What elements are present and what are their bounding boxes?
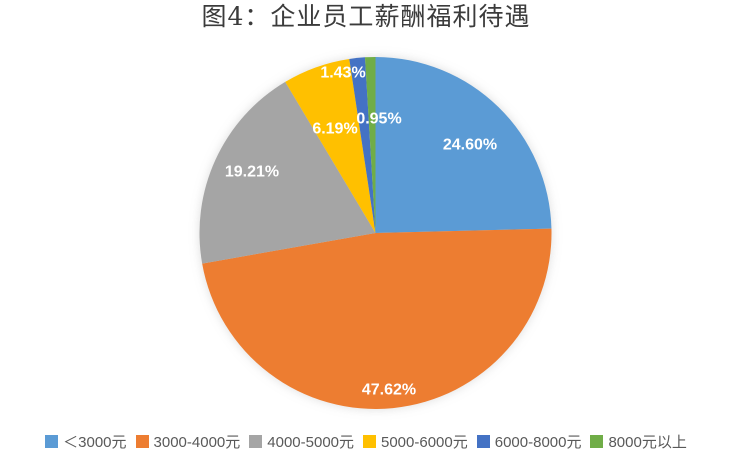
legend: ＜3000元 3000-4000元 4000-5000元 5000-6000元 6000… [0,431,732,452]
pie-slice-6 [365,56,376,234]
pie-slice-3 [199,81,376,264]
pie-slice-5 [349,57,376,234]
legend-label-6: 8000元以上 [608,434,687,451]
legend-swatch-1 [45,435,59,448]
legend-item-1: ＜3000元 [45,431,127,452]
pie-slices-group [199,56,552,409]
legend-label-2: 3000-4000元 [153,434,241,451]
legend-label-4: 5000-6000元 [381,434,468,451]
pie-labels-group: 24.60% 47.62% 19.21% 6.19% 1.43% 0.95% [225,65,497,399]
pie-slice-1 [375,57,552,233]
legend-item-5: 6000-8000元 [476,431,582,452]
slice-label-4: 6.19% [312,121,357,138]
legend-swatch-2 [135,435,149,448]
legend-item-2: 3000-4000元 [135,431,241,452]
legend-label-1: ＜3000元 [63,434,127,451]
slice-label-2: 47.62% [362,382,416,399]
legend-item-6: 8000元以上 [590,431,687,452]
legend-swatch-6 [590,435,604,448]
slice-label-5: 1.43% [320,65,365,82]
slice-label-6: 0.95% [356,111,401,128]
legend-swatch-3 [249,435,263,448]
slice-label-3: 19.21% [225,164,279,181]
pie-slice-4 [285,58,376,234]
legend-swatch-5 [476,435,490,448]
legend-label-3: 4000-5000元 [267,434,354,451]
legend-item-3: 4000-5000元 [249,431,354,452]
legend-item-4: 5000-6000元 [363,431,468,452]
legend-label-5: 6000-8000元 [494,434,582,451]
slice-label-1: 24.60% [443,137,497,154]
legend-swatch-4 [363,435,376,448]
chart-title: 图4：企业员工薪酬福利待遇 [201,2,531,31]
pie-slice-2 [202,228,552,409]
